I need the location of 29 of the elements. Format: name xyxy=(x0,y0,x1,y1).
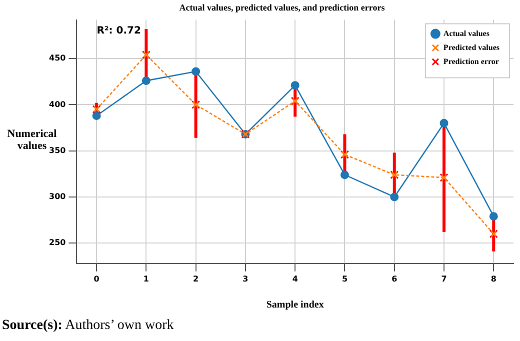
source-note: Source(s): Authors’ own work xyxy=(2,318,174,334)
y-tick-label: 250 xyxy=(48,238,66,248)
chart-title: Actual values, predicted values, and prediction errors xyxy=(179,2,386,13)
y-tick-label: 400 xyxy=(48,100,66,109)
x-tick-label: 1 xyxy=(143,274,150,284)
x-tick-label: 8 xyxy=(490,274,497,284)
x-axis-title: Sample index xyxy=(266,300,324,311)
x-tick-label: 3 xyxy=(242,274,248,284)
point xyxy=(92,112,101,120)
x-tick-label: 4 xyxy=(292,274,298,284)
point xyxy=(192,67,200,76)
x-tick-label: 7 xyxy=(441,274,447,284)
x-tick-label: 0 xyxy=(94,274,100,284)
legend-label: Prediction error xyxy=(443,56,500,66)
point xyxy=(390,192,399,202)
annotation: R²: 0.72 xyxy=(96,25,141,36)
point xyxy=(440,118,448,128)
y-tick-label: 450 xyxy=(48,54,66,63)
x-tick-label: 2 xyxy=(193,274,199,284)
y-tick-label: 350 xyxy=(48,146,66,155)
y-tick-label: 300 xyxy=(48,192,66,202)
point xyxy=(489,212,498,221)
legend-label: Actual values xyxy=(443,28,490,38)
point xyxy=(142,76,150,85)
point xyxy=(290,81,300,90)
x-tick-label: 6 xyxy=(392,274,398,284)
legend-label: Predicted values xyxy=(443,42,500,52)
x-tick-label: 5 xyxy=(342,274,348,284)
point xyxy=(340,170,349,180)
